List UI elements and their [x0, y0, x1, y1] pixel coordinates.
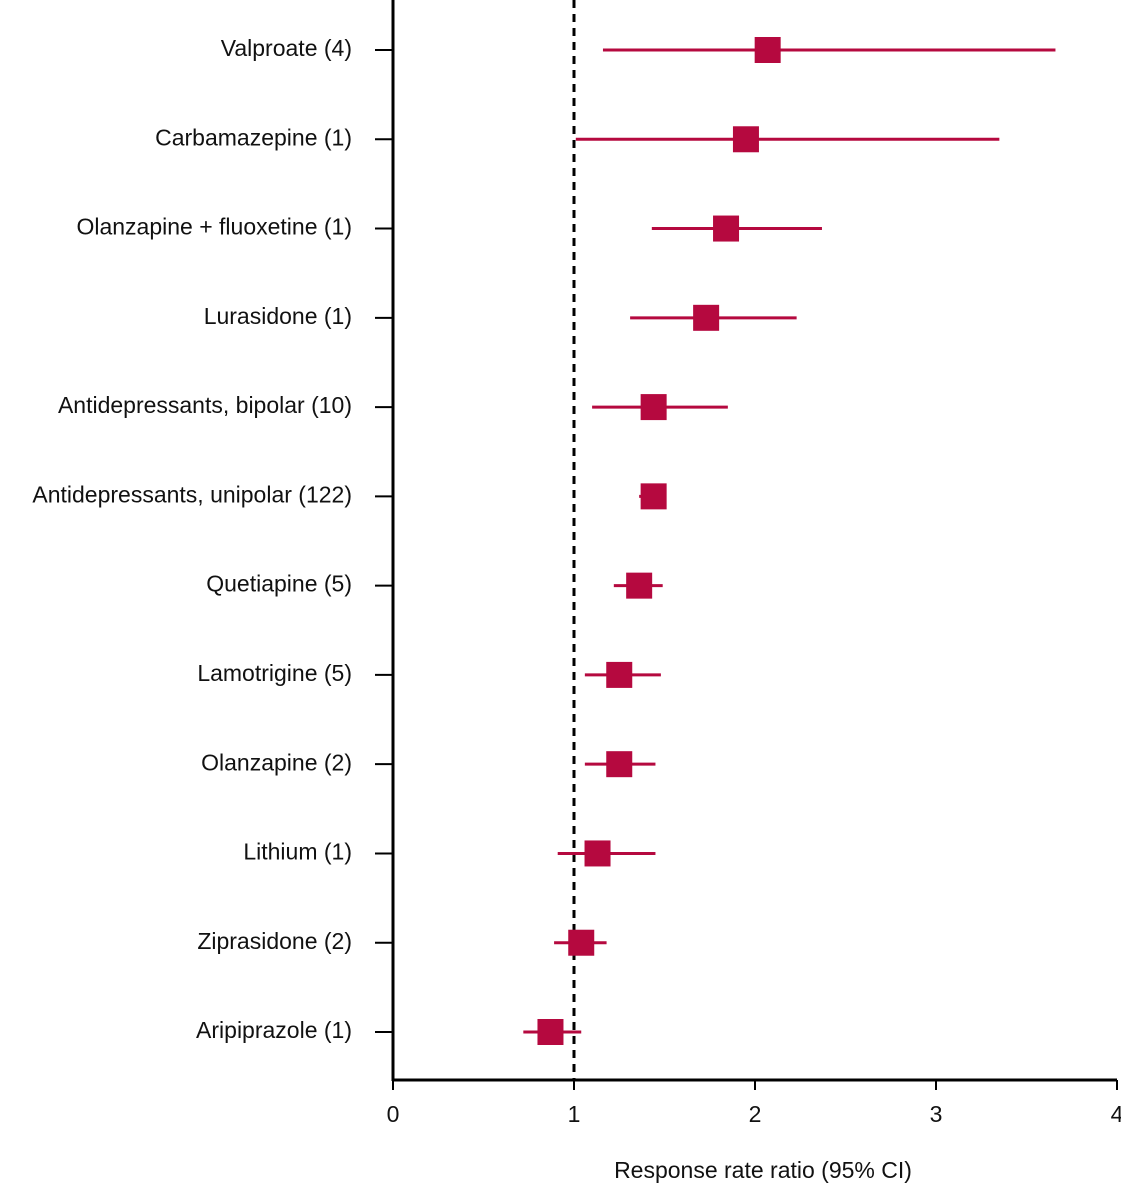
- category-label: Aripiprazole (1): [196, 1017, 352, 1043]
- category-label: Valproate (4): [221, 35, 352, 61]
- category-label: Antidepressants, bipolar (10): [58, 392, 352, 418]
- category-label: Carbamazepine (1): [155, 124, 352, 150]
- x-tick-label: 2: [749, 1101, 762, 1127]
- point-estimate: [584, 840, 611, 867]
- point-estimate: [568, 929, 595, 956]
- point-estimate: [606, 661, 633, 688]
- point-estimate: [626, 572, 653, 599]
- category-label: Olanzapine + fluoxetine (1): [76, 214, 352, 240]
- point-estimate: [640, 394, 667, 421]
- x-tick-label: 1: [568, 1101, 581, 1127]
- x-tick-label: 0: [387, 1101, 400, 1127]
- category-label: Lamotrigine (5): [197, 660, 352, 686]
- x-tick-label: 3: [930, 1101, 943, 1127]
- category-label: Antidepressants, unipolar (122): [32, 481, 352, 507]
- x-tick-label: 4: [1111, 1101, 1121, 1127]
- category-label: Lithium (1): [243, 839, 352, 865]
- x-axis-label: Response rate ratio (95% CI): [614, 1157, 912, 1183]
- category-label: Lurasidone (1): [204, 303, 352, 329]
- point-estimate: [693, 304, 720, 331]
- category-label: Olanzapine (2): [201, 749, 352, 775]
- point-estimate: [732, 126, 759, 153]
- category-label: Ziprasidone (2): [197, 928, 352, 954]
- point-estimate: [606, 751, 633, 778]
- point-estimate: [754, 37, 781, 63]
- point-estimate: [640, 483, 667, 510]
- point-estimate: [713, 215, 740, 242]
- category-label: Quetiapine (5): [206, 571, 352, 597]
- point-estimate: [537, 1019, 564, 1045]
